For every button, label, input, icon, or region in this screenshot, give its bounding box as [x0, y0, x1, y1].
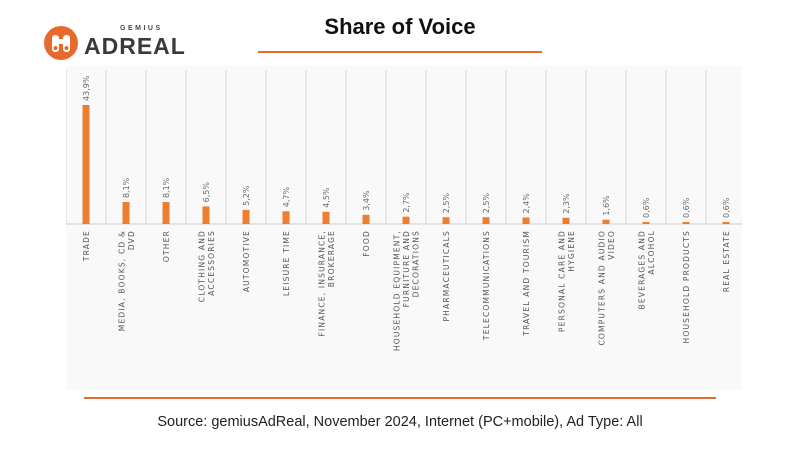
x-tick-label: PHARMACEUTICALS: [442, 230, 451, 322]
bar: [402, 216, 410, 224]
bar: [442, 217, 450, 224]
data-label: 2,3%: [562, 193, 571, 214]
bar: [162, 202, 170, 224]
data-label: 6,5%: [202, 182, 211, 203]
x-tick-label: LEISURE TIME: [282, 230, 291, 296]
brand-logo: GEMIUS ADREAL: [44, 24, 194, 64]
bar: [282, 211, 290, 224]
footer-divider: [84, 397, 716, 399]
x-tick-label: PERSONAL CARE ANDHYGIENE: [557, 230, 576, 332]
chart-panel: 43,9% TRADE 8,1% MEDIA, BOOKS, CD &DVD 8,1% O…: [66, 66, 742, 390]
x-tick-label: FOOD: [362, 230, 371, 257]
x-tick-label: OTHER: [162, 230, 171, 262]
title-underline: [258, 51, 542, 53]
data-label: 5,2%: [242, 185, 251, 206]
bar-chart: 43,9% TRADE 8,1% MEDIA, BOOKS, CD &DVD 8,1% O…: [66, 70, 742, 351]
bar: [722, 222, 730, 224]
data-label: 2,7%: [402, 192, 411, 213]
data-label: 3,4%: [362, 190, 371, 211]
bar: [82, 104, 90, 224]
x-tick-label: HOUSEHOLD EQUIPMENT,FURNITURE ANDDECORAT…: [393, 230, 421, 351]
x-tick-label: TELECOMMUNICATIONS: [482, 230, 491, 341]
data-label: 4,5%: [322, 187, 331, 208]
x-tick-label: COMPUTERS AND AUDIOVIDEO: [597, 230, 616, 346]
bar: [242, 209, 250, 224]
data-label: 43,9%: [82, 75, 91, 101]
x-tick-label: AUTOMOTIVE: [242, 230, 251, 292]
page-title: Share of Voice: [324, 14, 476, 39]
bar: [682, 222, 690, 224]
data-label: 8,1%: [162, 177, 171, 198]
x-tick-label: BEVERAGES ANDALCOHOL: [637, 230, 656, 309]
data-label: 2,5%: [442, 192, 451, 213]
data-label: 0,6%: [682, 197, 691, 218]
brand-sup-text: GEMIUS: [120, 25, 163, 32]
x-tick-label: MEDIA, BOOKS, CD &DVD: [117, 230, 136, 331]
bar: [522, 217, 530, 224]
data-label: 0,6%: [722, 197, 731, 218]
data-label: 2,4%: [522, 193, 531, 214]
data-label: 8,1%: [122, 177, 131, 198]
binoculars-logo-icon: [44, 26, 78, 60]
bar: [362, 214, 370, 224]
bar: [202, 206, 210, 224]
data-label: 1,6%: [602, 195, 611, 216]
source-footnote: Source: gemiusAdReal, November 2024, Int…: [157, 414, 643, 430]
bar: [602, 219, 610, 224]
x-tick-label: TRADE: [82, 230, 91, 262]
x-tick-label: CLOTHING ANDACCESSORIES: [197, 230, 216, 302]
x-tick-label: HOUSEHOLD PRODUCTS: [682, 230, 691, 344]
x-tick-label: TRAVEL AND TOURISM: [522, 230, 531, 337]
x-tick-label: REAL ESTATE: [722, 230, 731, 292]
x-tick-label: FINANCE, INSURANCE,BROKERAGE: [317, 230, 336, 337]
bar: [122, 202, 130, 224]
data-label: 4,7%: [282, 187, 291, 208]
bar: [642, 222, 650, 224]
data-label: 0,6%: [642, 197, 651, 218]
bar: [482, 217, 490, 224]
data-label: 2,5%: [482, 192, 491, 213]
bar: [562, 217, 570, 224]
brand-name: ADREAL: [84, 33, 186, 59]
bar: [322, 211, 330, 224]
